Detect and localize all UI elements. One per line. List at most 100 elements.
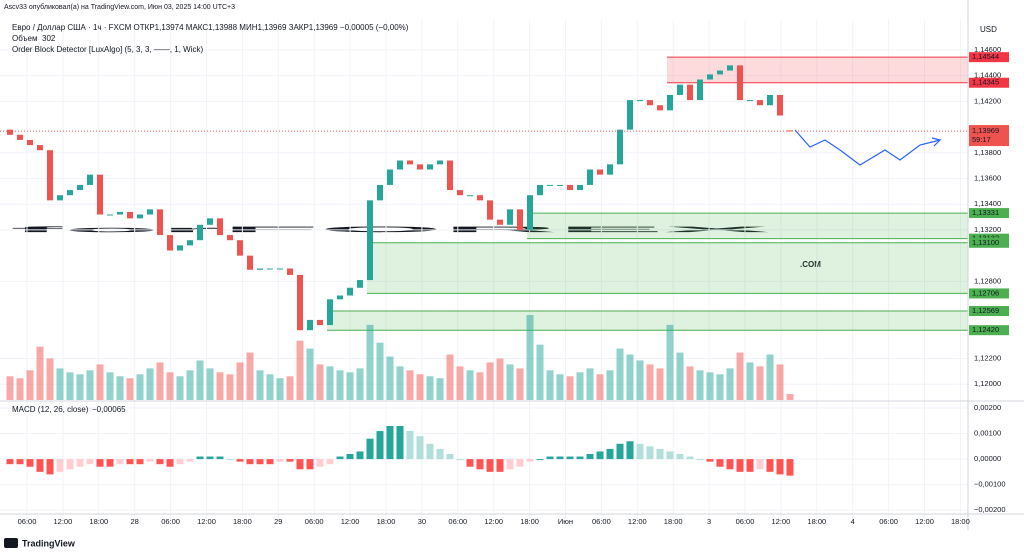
macd-bar [616, 443, 624, 460]
volume-bar [466, 370, 474, 400]
volume-title: Объем [12, 34, 38, 43]
y-tick-label: 1,13200 [974, 225, 1001, 234]
volume-bar [176, 376, 184, 400]
volume-bar [716, 374, 724, 400]
macd-bar [486, 459, 494, 472]
volume-bar [196, 360, 204, 400]
volume-bar [686, 366, 694, 400]
candle-body [107, 214, 113, 216]
x-tick-label: 30 [418, 517, 426, 526]
macd-bar [746, 459, 754, 472]
candle-body [67, 190, 73, 196]
candle-body [37, 145, 43, 151]
candle-body [757, 100, 763, 106]
candle-body [187, 240, 193, 246]
macd-bar [76, 459, 84, 467]
candle-body [767, 94, 773, 106]
macd-tick-label: −0,00100 [974, 480, 1006, 489]
volume-bar [626, 354, 634, 400]
candle-body [677, 84, 683, 95]
candle-body [147, 209, 153, 215]
macd-bar [356, 451, 364, 460]
macd-bar [416, 436, 424, 460]
candle-body [587, 169, 593, 185]
macd-bar [116, 459, 124, 465]
candle-body [417, 164, 423, 170]
macd-bar [516, 459, 524, 467]
volume-bar [646, 364, 654, 400]
macd-bar [666, 451, 674, 460]
macd-bar [636, 443, 644, 460]
macd-bar [346, 453, 354, 460]
y-tick-label: 1,14600 [974, 45, 1001, 54]
volume-bar [186, 370, 194, 400]
candle-body [27, 139, 33, 146]
macd-bar [786, 459, 794, 476]
volume-bar [316, 364, 324, 400]
indicator-title: Order Block Detector [LuxAlgo] (5, 3, 3,… [12, 45, 204, 54]
macd-bar [506, 459, 514, 470]
candle-body [537, 184, 543, 196]
macd-bar [246, 459, 254, 465]
volume-bar [76, 374, 84, 400]
candle-body [277, 268, 283, 270]
volume-bar [216, 372, 224, 400]
volume-bar [326, 366, 334, 400]
candle-body [787, 130, 793, 132]
macd-bar [606, 448, 614, 460]
macd-bar [146, 459, 154, 462]
macd-bar [286, 459, 294, 462]
volume-bar [476, 372, 484, 400]
currency: USD [980, 25, 997, 34]
candle-body [97, 174, 103, 215]
x-tick-label: 12:00 [197, 517, 216, 526]
x-tick-label: Июн [558, 517, 573, 526]
macd-bar [46, 459, 54, 475]
macd-bar [106, 459, 114, 467]
macd-bar [626, 441, 634, 460]
volume-bar [206, 368, 214, 400]
zone-layer [327, 56, 968, 331]
macd-bar [596, 451, 604, 460]
candle-body [87, 174, 93, 185]
volume-bar [246, 352, 254, 400]
volume-bar [506, 364, 514, 400]
volume-bar [656, 368, 664, 400]
macd-bar [56, 459, 64, 472]
candle-body [467, 195, 473, 197]
macd-bar [456, 459, 464, 461]
volume-bar [406, 370, 414, 400]
macd-bar [696, 459, 704, 461]
last-price-box [969, 125, 1009, 147]
volume-bar [726, 368, 734, 400]
candle-body [707, 74, 713, 80]
macd-bar [726, 459, 734, 470]
macd-bar [466, 459, 474, 467]
x-tick-label: 12:00 [915, 517, 934, 526]
volume-bar [436, 378, 444, 400]
volume-bar [106, 372, 114, 400]
volume-bar [356, 368, 364, 400]
candle-body [457, 190, 463, 196]
x-tick-label: 4 [851, 517, 855, 526]
volume-bar [276, 378, 284, 400]
macd-bar [526, 459, 534, 462]
candle-body [727, 65, 733, 71]
volume-bar [706, 372, 714, 400]
y-tick-label: 1,14200 [974, 96, 1001, 105]
x-tick-label: 18:00 [520, 517, 539, 526]
macd-bar [556, 456, 564, 460]
volume-bar [416, 374, 424, 400]
volume-bar [266, 374, 274, 400]
macd-bar [126, 459, 134, 465]
candle-body [317, 319, 323, 326]
candle-body [407, 160, 413, 165]
volume-bar [536, 344, 544, 400]
y-tick-label: 1,13600 [974, 173, 1001, 182]
volume-bar [66, 372, 74, 400]
volume-bar [6, 376, 14, 400]
volume-bar [566, 376, 574, 400]
y-tick-label: 1,14400 [974, 71, 1001, 80]
candle-body [637, 100, 643, 102]
price-label: 1,13100 [972, 238, 999, 247]
